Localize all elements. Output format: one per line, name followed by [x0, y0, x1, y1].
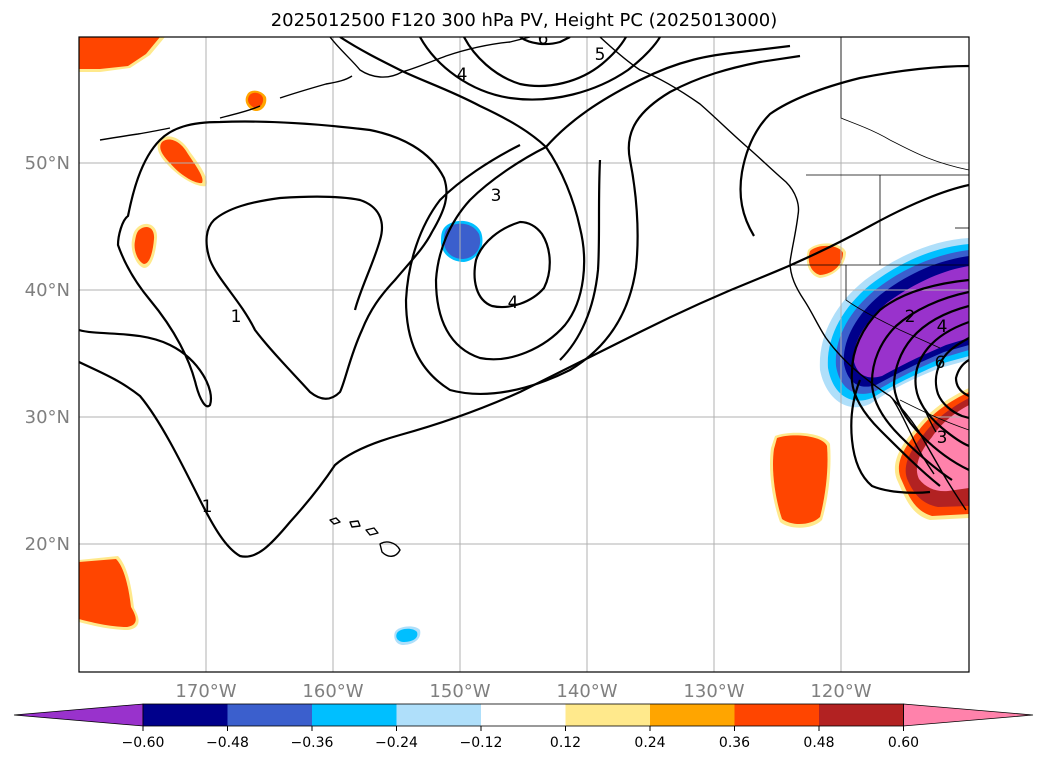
colorbar-segment [734, 704, 820, 726]
pv-positive-blob [79, 559, 136, 627]
lon-label: 140°W [556, 681, 617, 702]
colorbar-segment [481, 704, 566, 726]
colorbar-tick-label: 0.24 [634, 735, 665, 751]
colorbar-frame [142, 703, 904, 727]
colorbar-tick-label: −0.24 [375, 735, 418, 751]
colorbar-tick-label: 0.60 [888, 735, 919, 751]
colorbar-tick-label: −0.36 [291, 735, 334, 751]
lon-label: 170°W [175, 681, 236, 702]
colorbar-tick-label: −0.12 [460, 735, 503, 751]
pv-negative-blob [443, 223, 481, 259]
map-area: 6 5 4 3 4 1 1 2 4 6 3 [78, 29, 970, 673]
contour-label: 1 [231, 307, 242, 327]
colorbar-segment [312, 704, 397, 726]
lat-label: 50°N [25, 153, 70, 174]
pv-negative-blob [396, 628, 418, 642]
lat-label: 30°N [25, 407, 70, 428]
pv-positive-blob [248, 92, 264, 108]
colorbar-segment [565, 704, 651, 726]
pv-positive-ridge [916, 405, 969, 492]
pv-positive-blob [160, 139, 203, 184]
colorbar-segment [819, 704, 904, 726]
contour-labels: 6 5 4 3 4 1 1 2 4 6 3 [202, 29, 948, 517]
latitude-labels: 50°N 40°N 30°N 20°N [25, 153, 70, 555]
colorbar-tick-label: 0.12 [550, 735, 581, 751]
contour-label: 3 [937, 428, 948, 448]
colorbar-extend-left [13, 703, 144, 727]
lon-label: 150°W [429, 681, 490, 702]
colorbar-tick-label: 0.48 [803, 735, 834, 751]
contour-label: 2 [905, 307, 916, 327]
colorbar-tick-label: 0.36 [719, 735, 750, 751]
contour-label: 6 [935, 353, 946, 373]
figure-title: 2025012500 F120 300 hPa PV, Height PC (2… [271, 10, 778, 31]
pv-positive-blob [772, 435, 828, 525]
lat-label: 40°N [25, 280, 70, 301]
coastlines [99, 37, 967, 557]
colorbar-segment [650, 704, 735, 726]
lon-label: 130°W [683, 681, 744, 702]
contour-label: 3 [491, 186, 502, 206]
colorbar-tick-label: −0.48 [206, 735, 249, 751]
lat-label: 20°N [25, 534, 70, 555]
height-contours [79, 37, 969, 558]
colorbar-segment [396, 704, 482, 726]
contour-label: 6 [538, 29, 549, 49]
longitude-labels: 170°W 160°W 150°W 140°W 130°W 120°W [175, 681, 871, 702]
colorbar-segment [143, 704, 228, 726]
pv-anomaly-shading [79, 37, 969, 645]
contour-label: 4 [457, 65, 468, 85]
colorbar-segment [227, 704, 313, 726]
colorbar: −0.60 −0.48 −0.36 −0.24 −0.12 0.12 0.24 0.36 0.4… [13, 703, 1034, 751]
lon-label: 120°W [810, 681, 871, 702]
contour-label: 4 [937, 317, 948, 337]
contour-label: 1 [202, 497, 213, 517]
pv-positive-blob [79, 37, 160, 69]
colorbar-extend-right [903, 703, 1034, 727]
pv-positive-blob [134, 227, 155, 264]
pv-negative-trough [853, 266, 969, 378]
contour-label: 4 [508, 293, 519, 313]
contour-label: 5 [595, 45, 606, 65]
map-frame [78, 36, 970, 673]
lon-label: 160°W [302, 681, 363, 702]
colorbar-tick-label: −0.60 [122, 735, 165, 751]
